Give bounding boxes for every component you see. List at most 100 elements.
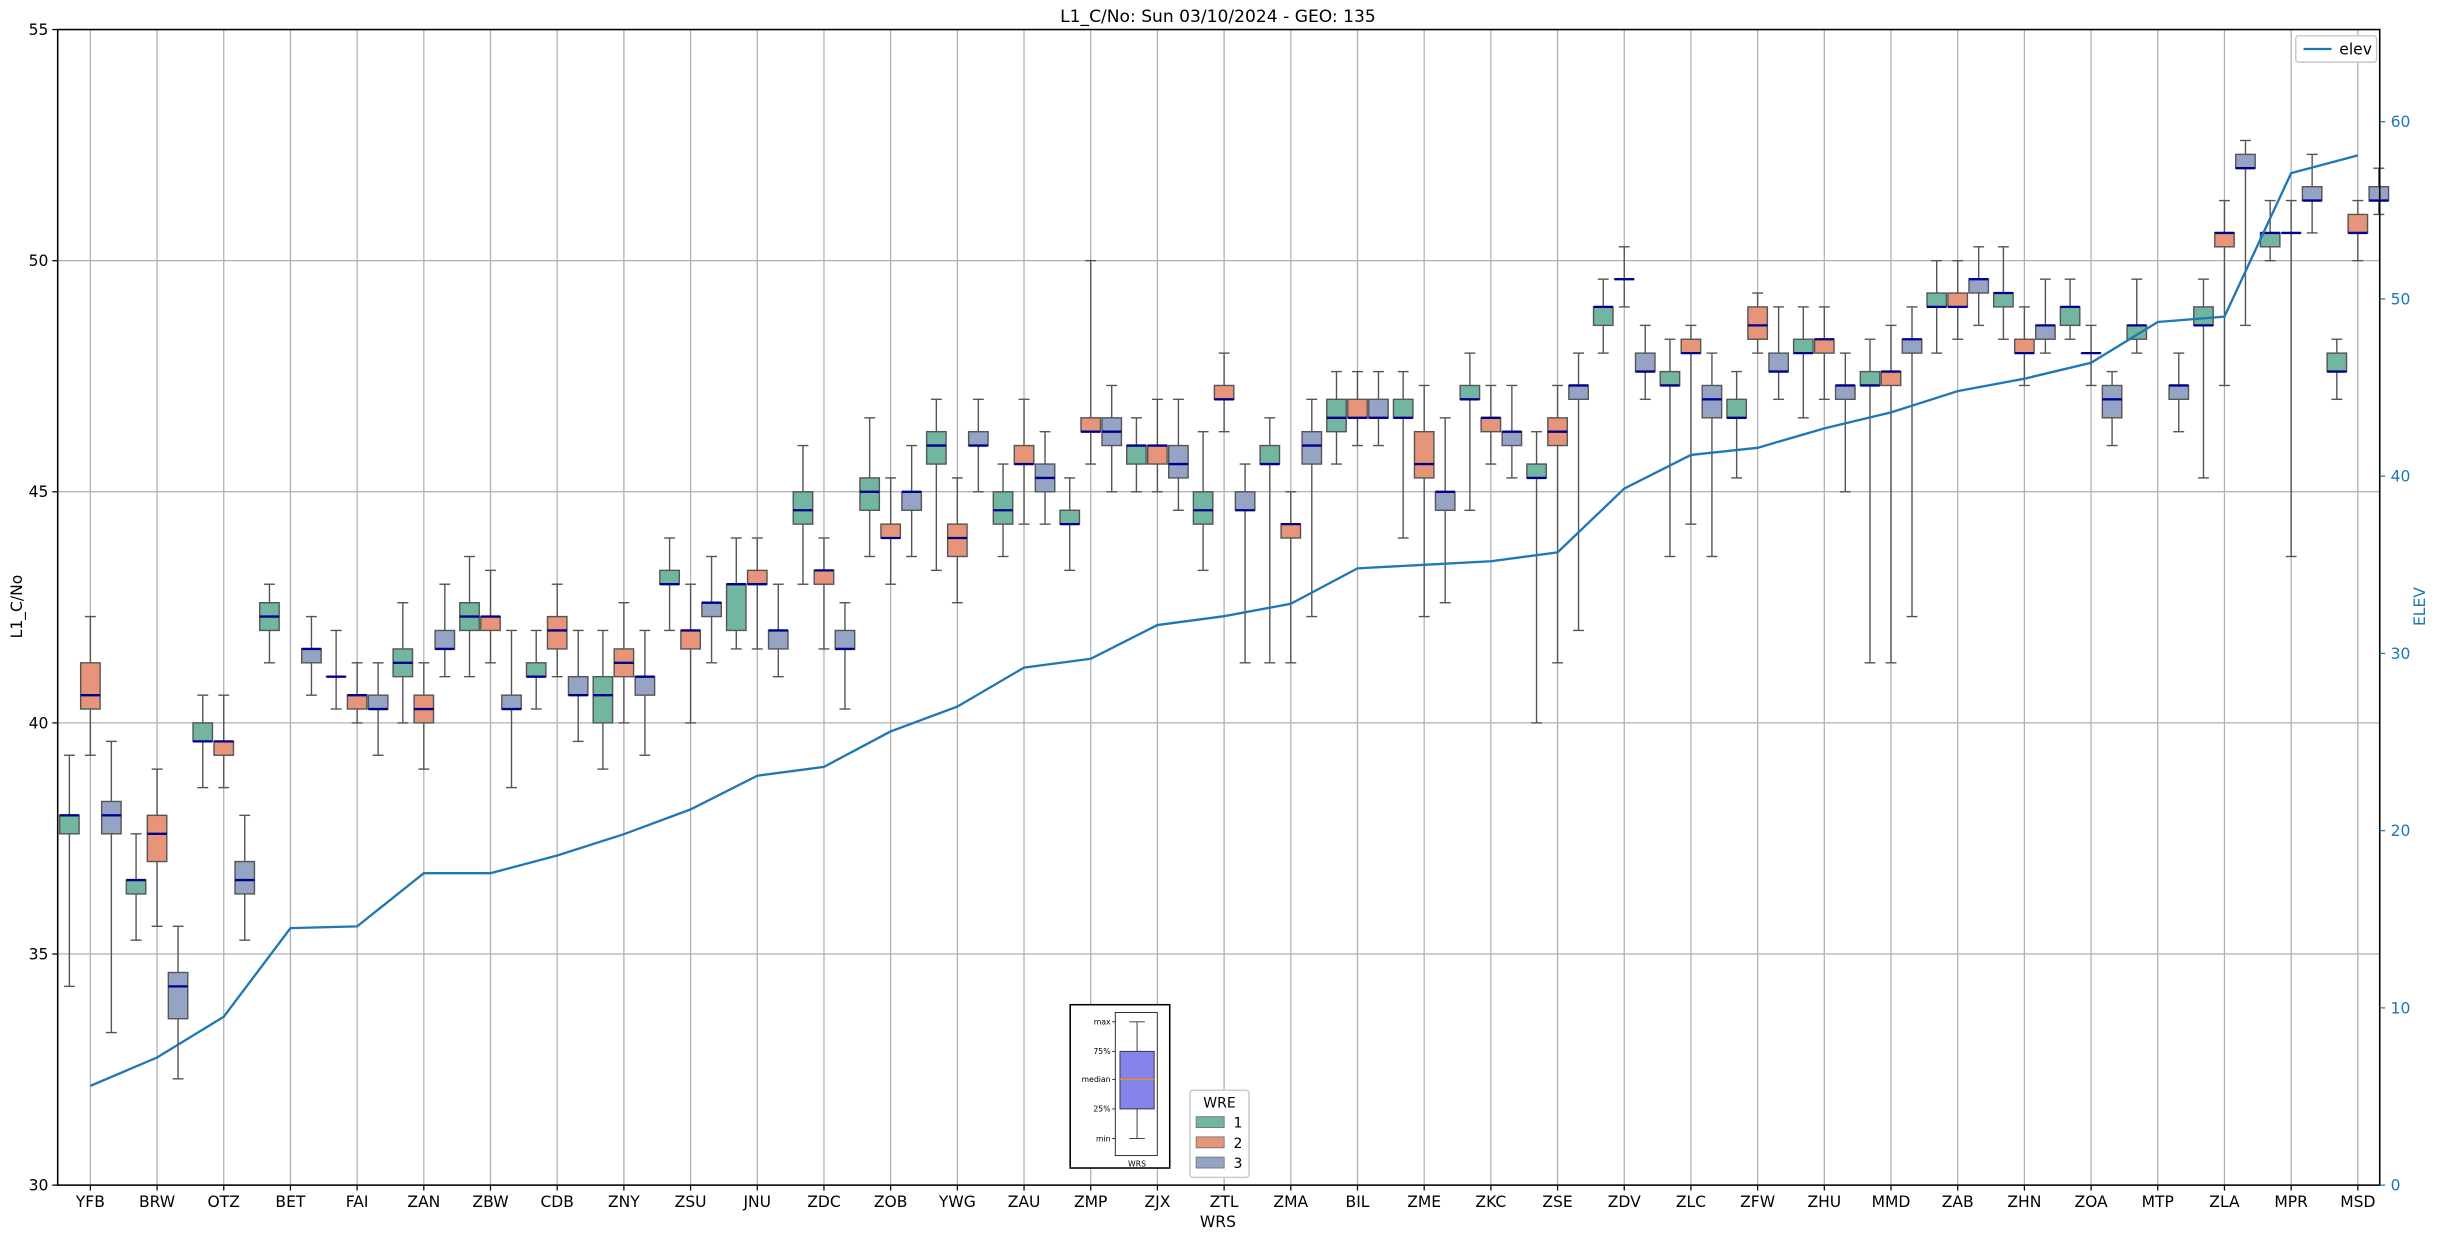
box-iqr: [1013, 444, 1035, 465]
x-tick-label: ZJX: [1144, 1193, 1170, 1211]
box-iqr: [213, 740, 235, 756]
box-OTZ-wre3: [234, 814, 256, 941]
box-series: [58, 139, 2390, 1080]
box-JNU-wre3: [767, 583, 789, 678]
box-BET-wre1: [259, 583, 280, 664]
box-iqr: [1680, 338, 1702, 354]
x-tick-label: JNU: [742, 1193, 771, 1211]
box-iqr: [880, 523, 902, 539]
box-ZAN-wre3: [434, 583, 456, 678]
x-tick-label: ZMP: [1074, 1193, 1107, 1211]
box-iqr: [367, 694, 389, 710]
box-iqr: [1726, 398, 1748, 419]
x-tick-label: YWG: [938, 1193, 976, 1211]
x-tick-label: ZAU: [1008, 1193, 1041, 1211]
box-ZSE-wre3: [1568, 352, 1589, 632]
box-iqr: [480, 615, 501, 632]
box-iqr: [1259, 444, 1281, 465]
box-iqr: [859, 477, 881, 511]
box-ZMP-wre3: [1101, 384, 1123, 493]
box-FAI-wre2: [346, 662, 368, 724]
legend-swatch-wre2: [1195, 1136, 1225, 1149]
box-iqr: [2214, 232, 2235, 248]
box-iqr: [234, 860, 256, 895]
box-iqr: [834, 629, 856, 650]
box-ZOB-wre1: [859, 417, 881, 558]
box-iqr: [1901, 338, 1923, 354]
box-iqr: [1859, 370, 1881, 387]
box-iqr: [2368, 186, 2390, 202]
y2-tick-label: 0: [2391, 1177, 2401, 1195]
box-ZSU-wre2: [680, 583, 702, 724]
box-iqr: [1926, 292, 1948, 308]
box-iqr: [2193, 306, 2214, 327]
box-JNU-wre1: [725, 537, 747, 650]
y2-tick-label: 60: [2391, 113, 2411, 131]
box-ZSU-wre1: [659, 537, 681, 632]
box-iqr: [58, 814, 80, 835]
x-tick-label: BIL: [1346, 1193, 1370, 1211]
box-iqr: [592, 675, 614, 724]
box-iqr: [1880, 370, 1902, 387]
x-tick-label: BET: [275, 1193, 305, 1211]
x-tick-label: ZME: [1407, 1193, 1441, 1211]
x-tick-label: ZFW: [1740, 1193, 1775, 1211]
y2-tick-label: 30: [2391, 645, 2411, 663]
x-tick-label: FAI: [346, 1193, 369, 1211]
box-ZDC-wre3: [834, 602, 856, 710]
y-tick-label: 30: [29, 1177, 49, 1195]
box-ZMP-wre1: [1059, 477, 1081, 572]
inset-box: [1119, 1050, 1155, 1110]
box-ZBW-wre3: [501, 629, 522, 789]
x-tick-label: ZKC: [1475, 1193, 1506, 1211]
box-iqr: [1368, 398, 1389, 419]
y-tick-label: 35: [29, 945, 49, 963]
box-iqr: [1459, 384, 1481, 401]
x-tick-label: ZBW: [472, 1193, 508, 1211]
box-ZLC-wre1: [1659, 338, 1681, 558]
box-FAI-wre1: [325, 629, 347, 710]
box-MPR-wre2: [2280, 199, 2302, 558]
box-iqr: [2034, 324, 2056, 340]
box-ZDV-wre2: [1613, 246, 1635, 308]
box-ZAN-wre2: [413, 662, 435, 770]
box-iqr: [2059, 306, 2081, 327]
box-MSD-wre2: [2347, 199, 2369, 262]
box-ZFW-wre2: [1747, 292, 1769, 354]
box-iqr: [1592, 306, 1614, 327]
x-tick-label: ZDC: [807, 1193, 841, 1211]
box-ZJX-wre3: [1167, 398, 1189, 511]
box-YFB-wre2: [79, 615, 101, 756]
box-iqr: [1634, 352, 1656, 373]
box-iqr: [546, 615, 568, 650]
legend-label-wre2: 2: [1233, 1136, 1242, 1152]
inset-label: 25%: [1093, 1105, 1110, 1114]
box-iqr: [746, 569, 768, 585]
box-ZLC-wre2: [1680, 324, 1702, 525]
x-tick-label: ZAB: [1942, 1193, 1974, 1211]
box-ZFW-wre1: [1726, 370, 1748, 479]
box-iqr: [725, 583, 747, 632]
box-iqr: [1526, 463, 1547, 479]
box-CDB-wre3: [567, 629, 589, 743]
box-ZTL-wre3: [1234, 463, 1256, 664]
box-ZSE-wre1: [1526, 430, 1547, 724]
elev-line-series: [89, 154, 2359, 1087]
box-YFB-wre1: [58, 754, 80, 988]
line-legend: elev: [2294, 34, 2378, 63]
x-tick-label: MTP: [2142, 1193, 2174, 1211]
x-tick-label: ZOB: [874, 1193, 908, 1211]
box-iqr: [346, 694, 368, 710]
box-iqr: [946, 523, 968, 558]
box-iqr: [1347, 398, 1368, 419]
box-iqr: [1301, 430, 1323, 465]
box-BRW-wre3: [167, 925, 189, 1080]
box-iqr: [1413, 430, 1435, 479]
box-iqr: [2347, 213, 2369, 234]
x-tick-label: OTZ: [208, 1193, 240, 1211]
box-ZSE-wre2: [1547, 384, 1568, 664]
box-iqr: [1947, 292, 1969, 308]
box-ZNY-wre2: [613, 602, 635, 724]
box-iqr: [1968, 278, 1990, 294]
box-ZME-wre3: [1434, 417, 1456, 604]
